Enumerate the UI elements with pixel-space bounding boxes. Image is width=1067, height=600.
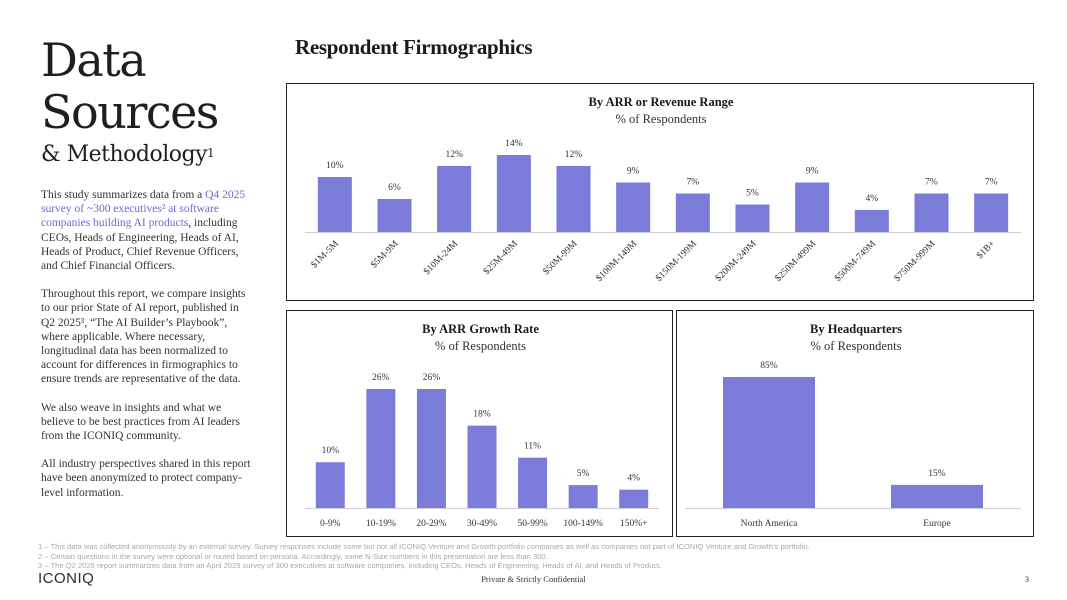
data-label: 6% [388,183,401,193]
tick-label: $10M-24M [422,238,461,277]
data-label: 10% [322,446,340,456]
bar [568,485,598,508]
data-label: 15% [928,469,946,479]
tick-label: Europe [923,519,950,529]
footnote-2: 2 – Certain questions in the survey were… [38,551,548,561]
data-label: 26% [423,373,441,383]
intro-paragraph-3: We also weave in insights and what we be… [41,401,240,443]
bar [735,204,770,232]
bar [914,193,949,232]
data-label: 9% [806,167,819,177]
chart-subtitle: % of Respondents [616,112,707,126]
intro-paragraph-4: All industry perspectives shared in this… [41,458,251,499]
chart-headquarters: By Headquarters % of Respondents 85% North … [685,322,1021,529]
data-label: 7% [985,178,998,188]
bar [366,389,396,508]
data-label: 4% [865,194,878,204]
tick-label: North America [741,519,799,529]
chart-subtitle: % of Respondents [435,339,526,353]
title-subtitle: & Methodology1 [41,142,218,168]
intro-paragraph-1: This study summarizes data from a Q4 202… [41,188,253,273]
bar [416,389,446,508]
data-label: 10% [326,161,344,171]
data-label: 12% [445,150,463,160]
data-label: 18% [473,410,491,420]
tick-label: $1M-5M [309,238,341,270]
intro-paragraph-2: Throughout this report, we compare insig… [41,288,246,386]
bar [723,377,815,508]
data-label: 4% [627,474,640,484]
chart-panel-headquarters: By Headquarters % of Respondents 85% North … [676,310,1034,537]
page-number: 3 [1024,574,1029,584]
chart-title: By ARR or Revenue Range [589,95,734,109]
data-label: 14% [505,139,523,149]
data-label: 26% [372,373,390,383]
tick-label: $750M-999M [892,238,938,284]
chart-growth: By ARR Growth Rate % of Respondents 10% 0-9… [305,322,659,529]
tick-label: 100-149% [563,519,603,529]
bar [556,166,591,232]
bar [377,199,412,232]
intro-p1-post: , including CEOs, Heads of Engineering, … [41,217,239,273]
page-title: Data Sources & Methodology1 [41,33,219,168]
data-label: 9% [627,167,640,177]
tick-label: $250M-499M [773,238,819,284]
chart-title: By ARR Growth Rate [422,322,539,336]
tick-label: $5M-9M [369,238,401,270]
section-title: Respondent Firmographics [295,35,533,59]
title-line-1: Data [41,33,147,87]
tick-label: $25M-49M [481,238,520,277]
data-label: 85% [760,361,778,371]
intro-text: This study summarizes data from a Q4 202… [41,188,253,514]
chart-panel-revenue: By ARR or Revenue Range % of Respondents 1… [286,83,1034,301]
tick-label: 50-99% [518,519,548,529]
footnote-1: 1 – This data was collected anonymously … [38,542,810,551]
bar [891,484,983,508]
tick-label: $500M-749M [832,238,878,284]
bar [619,489,649,508]
tick-label: 30-49% [467,519,497,529]
data-label: 5% [746,189,759,199]
bar [317,177,352,232]
iconiq-logo: ICONIQ [38,570,95,587]
bar [675,193,710,232]
chart-subtitle: % of Respondents [811,339,902,353]
bar [795,182,830,232]
footnotes: 1 – This data was collected anonymously … [38,542,810,571]
tick-label: 10-19% [366,519,396,529]
title-line-2: Sources [41,85,219,139]
tick-label: 20-29% [416,519,446,529]
data-label: 11% [524,442,541,452]
bar [496,155,531,232]
bar [467,425,497,508]
tick-label: $100M-149M [594,238,640,284]
intro-p1-highlight: Q4 2025 survey of ~300 executives² at so… [41,189,246,230]
chart-revenue: By ARR or Revenue Range % of Respondents 1… [305,95,1021,284]
data-label: 7% [686,178,699,188]
bar [974,193,1009,232]
bar [854,210,889,232]
tick-label: $1B+ [975,238,998,261]
bar [437,166,472,232]
tick-label: $150M-199M [653,238,699,284]
subtitle-footnote-ref: 1 [207,146,215,160]
chart-title: By Headquarters [810,322,902,336]
bar [616,182,651,232]
data-label: 12% [565,150,583,160]
intro-p1-pre: This study summarizes data from a [41,189,206,201]
bar [315,462,345,508]
tick-label: $200M-249M [713,238,759,284]
subtitle-text: & Methodology [41,142,208,167]
data-label: 5% [577,469,590,479]
bar [518,457,548,508]
tick-label: 0-9% [320,519,341,529]
data-label: 7% [925,178,938,188]
tick-label: 150%+ [620,519,648,529]
footnote-3: 3 – The Q2 2025 report summarizes data f… [38,561,662,571]
confidential-label: Private & Strictly Confidential [481,574,586,584]
tick-label: $50M-99M [541,238,580,277]
chart-panel-growth: By ARR Growth Rate % of Respondents 10% 0-9… [286,310,673,537]
